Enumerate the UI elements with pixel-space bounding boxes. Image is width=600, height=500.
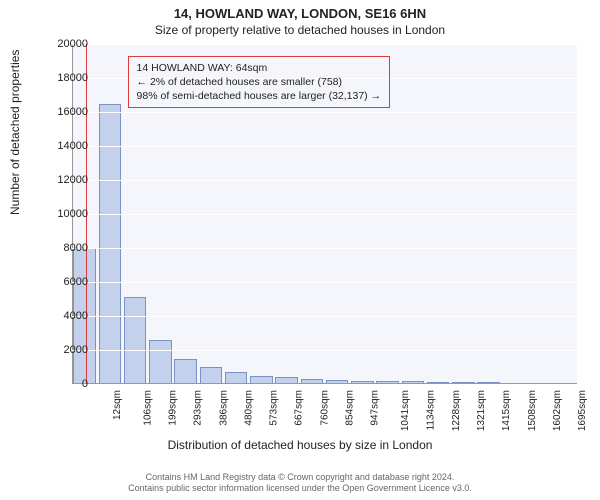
attribution-line2: Contains public sector information licen… [0,483,600,494]
xtick-label: 573sqm [269,390,280,426]
histogram-bar [174,359,197,385]
ytick-label: 12000 [32,174,88,186]
xtick-label: 1695sqm [577,390,588,431]
gridline [72,384,577,385]
gridline [72,248,577,249]
xtick-label: 293sqm [193,390,204,426]
xtick-label: 854sqm [344,390,355,426]
ytick-label: 4000 [32,310,88,322]
chart-container: 14, HOWLAND WAY, LONDON, SE16 6HN Size o… [0,0,600,500]
gridline [72,350,577,351]
gridline [72,112,577,113]
ytick-label: 0 [32,378,88,390]
xtick-label: 667sqm [294,390,305,426]
gridline [72,282,577,283]
xtick-label: 1228sqm [451,390,462,431]
chart-area: 14 HOWLAND WAY: 64sqm← 2% of detached ho… [72,44,577,424]
xtick-label: 106sqm [142,390,153,426]
xtick-label: 199sqm [168,390,179,426]
gridline [72,316,577,317]
xtick-label: 1134sqm [425,390,436,430]
annotation-line: ← 2% of detached houses are smaller (758… [137,75,382,89]
ytick-label: 14000 [32,140,88,152]
histogram-bar [124,297,147,384]
xtick-label: 760sqm [319,390,330,426]
title-subtitle: Size of property relative to detached ho… [0,21,600,37]
gridline [72,214,577,215]
xtick-label: 1415sqm [502,390,513,431]
plot-area: 14 HOWLAND WAY: 64sqm← 2% of detached ho… [72,44,577,384]
ytick-label: 6000 [32,276,88,288]
ytick-label: 8000 [32,242,88,254]
xtick-label: 386sqm [218,390,229,426]
ytick-label: 16000 [32,106,88,118]
xtick-label: 947sqm [370,390,381,426]
gridline [72,180,577,181]
ytick-label: 20000 [32,38,88,50]
ytick-label: 2000 [32,344,88,356]
ytick-label: 10000 [32,208,88,220]
annotation-line: 14 HOWLAND WAY: 64sqm [137,61,382,75]
histogram-bar [149,340,172,384]
xtick-label: 1041sqm [401,390,412,431]
xtick-label: 1508sqm [527,390,538,431]
histogram-bar [200,367,223,384]
annotation-box: 14 HOWLAND WAY: 64sqm← 2% of detached ho… [128,56,391,109]
ytick-label: 18000 [32,72,88,84]
xtick-label: 1602sqm [552,390,563,431]
attribution-line1: Contains HM Land Registry data © Crown c… [0,472,600,483]
gridline [72,44,577,45]
xtick-label: 12sqm [112,390,123,420]
annotation-line: 98% of semi-detached houses are larger (… [137,89,382,103]
title-address: 14, HOWLAND WAY, LONDON, SE16 6HN [0,0,600,21]
xtick-label: 1321sqm [476,390,487,431]
gridline [72,146,577,147]
attribution: Contains HM Land Registry data © Crown c… [0,472,600,495]
xtick-label: 480sqm [243,390,254,426]
x-axis-label: Distribution of detached houses by size … [0,438,600,452]
y-axis-label: Number of detached properties [8,50,22,215]
